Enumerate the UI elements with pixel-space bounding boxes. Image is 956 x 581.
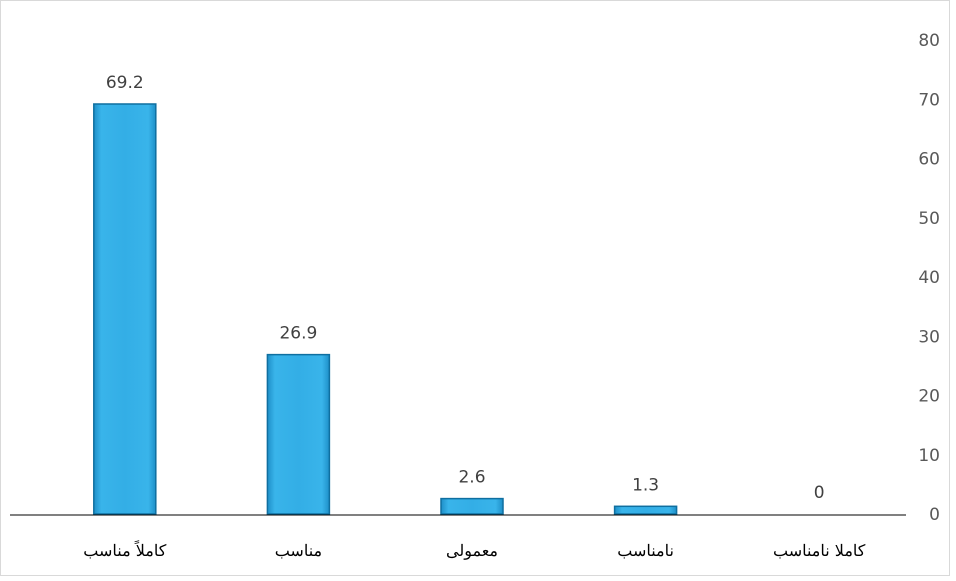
y-tick-label: 80 [918,31,940,51]
data-label-1: 69.2 [106,73,144,93]
data-label-5: 0 [814,483,825,503]
category-label-4: نامناسب [617,541,674,560]
y-tick-label: 40 [918,268,940,288]
bars-group [93,103,678,515]
bar-3 [440,497,504,515]
data-label-4: 1.3 [632,475,659,495]
y-tick-label: 50 [918,209,940,229]
y-tick-label: 0 [929,505,940,525]
data-label-2: 26.9 [279,324,317,344]
bar-2 [266,353,331,515]
y-tick-label: 70 [918,90,940,110]
bar-1 [93,103,157,515]
category-label-5: کاملا نامناسب [773,541,866,560]
y-tick-label: 10 [918,446,940,466]
y-tick-label: 30 [918,327,940,347]
category-label-3: معمولی [446,541,498,560]
category-label-1: کاملاً مناسب [83,540,166,560]
bar-4 [613,505,678,515]
category-labels: کاملاً مناسب مناسب معمولی نامناسب کاملا نامن… [83,540,866,560]
category-label-2: مناسب [275,541,322,560]
y-axis-ticks: 0 10 20 30 40 50 60 70 80 [918,31,940,525]
y-tick-label: 20 [918,387,940,407]
y-tick-label: 60 [918,150,940,170]
data-labels-group: 69.2 26.9 2.6 1.3 0 [106,73,825,503]
data-label-3: 2.6 [458,468,485,488]
